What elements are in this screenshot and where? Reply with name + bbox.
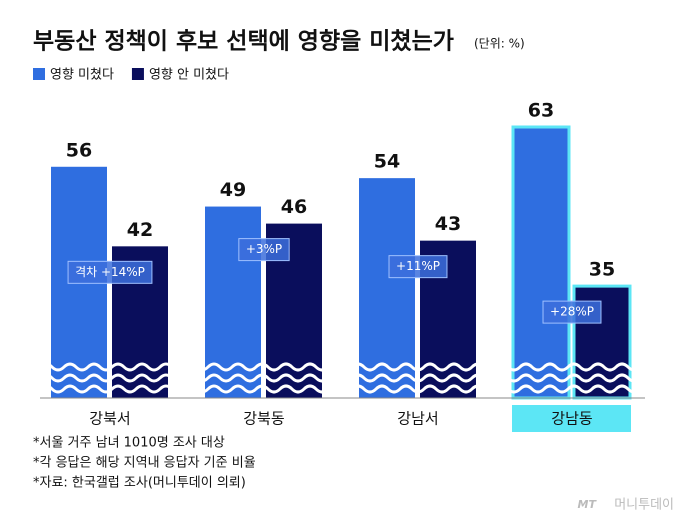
axis-break [38,362,666,372]
x-tick-label: 강북동 [243,410,285,428]
highlight-label-bg [512,405,631,432]
annotation: +11%P [396,259,440,273]
annotation: +3%P [246,242,282,256]
legend-swatch [33,68,45,80]
annotation-box [542,300,602,324]
value-label: 42 [127,219,153,241]
value-label: 63 [528,100,554,122]
value-label: 43 [435,213,461,235]
value-label: 46 [281,196,307,218]
annotation-box [238,238,290,262]
note: *각 응답은 해당 지역내 응답자 기준 비율 [33,456,256,471]
x-tick-label: 강북서 [89,410,130,428]
legend-label: 영향 미쳤다 [50,68,114,83]
bar [359,178,415,398]
chart-title: 부동산 정책이 후보 선택에 영향을 미쳤는가 [33,29,454,55]
annotation: +28%P [550,305,594,319]
logo-mark: MT [578,498,598,511]
axis-break [38,373,666,383]
value-label: 49 [220,179,246,201]
chart-subtitle: (단위: %) [474,37,525,51]
source-logo: 머니투데이 [614,498,674,513]
bar [511,125,571,400]
note: *자료: 한국갤럽 조사(머니투데이 의뢰) [33,476,246,491]
value-label: 54 [374,151,400,173]
x-tick-label: 강남동 [551,410,593,428]
axis-break [38,384,666,394]
legend-swatch [131,68,144,80]
x-tick-label: 강남서 [397,410,438,428]
note: *서울 거주 남녀 1010명 조사 대상 [33,436,225,451]
annotation-box [388,255,448,279]
annotation: 격차 +14%P [75,265,145,279]
legend-label: 영향 안 미쳤다 [149,68,229,83]
value-label: 56 [66,139,92,161]
value-label: 35 [589,259,615,281]
annotation-box [67,260,153,284]
